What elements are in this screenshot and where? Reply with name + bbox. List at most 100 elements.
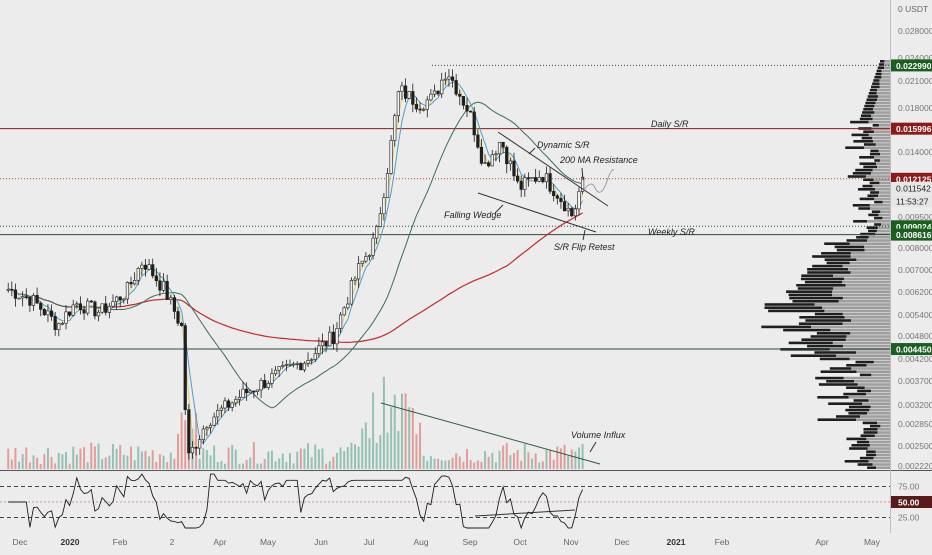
y-tick-label: 0.004200 xyxy=(898,354,932,364)
volume-bar xyxy=(285,461,288,469)
volume-profile-bar xyxy=(783,328,831,332)
candle-body xyxy=(497,141,502,155)
volume-profile-bar xyxy=(869,408,890,412)
projection-path xyxy=(583,169,615,193)
volume-bar xyxy=(260,463,263,469)
volume-profile-bar xyxy=(874,159,880,162)
candle-body xyxy=(255,389,260,392)
volume-bar xyxy=(195,413,198,469)
candle-body xyxy=(313,353,317,360)
price-badge xyxy=(891,122,932,135)
volume-bar xyxy=(263,459,266,469)
candle-body xyxy=(140,264,144,269)
volume-profile-bar xyxy=(868,229,877,233)
volume-bar xyxy=(46,448,49,469)
volume-profile-bar xyxy=(868,236,890,239)
volume-profile-bar xyxy=(879,85,890,89)
candle-body xyxy=(443,78,447,81)
candle-body xyxy=(494,153,498,156)
volume-profile-bar xyxy=(842,264,890,268)
rsi-indicator xyxy=(0,473,890,530)
candle-body xyxy=(324,341,328,347)
candle-body xyxy=(317,345,321,354)
volume-profile-bar xyxy=(855,168,873,172)
ma-short-line xyxy=(8,81,584,445)
volume-profile-bar xyxy=(868,133,890,137)
candle-body xyxy=(505,146,509,165)
candle-body xyxy=(248,390,252,394)
volume-bar xyxy=(115,448,118,469)
candle-body xyxy=(555,195,559,199)
y-tick-label: 0.009500 xyxy=(898,212,932,222)
volume-bar xyxy=(209,455,212,469)
volume-profile-bar xyxy=(881,76,890,79)
y-tick-label: 0.008000 xyxy=(898,243,932,253)
volume-bar xyxy=(205,450,208,469)
volume-bar xyxy=(28,462,31,469)
volume-profile-bar xyxy=(845,408,870,412)
candle-body xyxy=(208,424,213,428)
candle-body xyxy=(226,400,231,408)
volume-profile-bar xyxy=(799,316,845,319)
volume-profile-bar xyxy=(801,274,834,277)
volume-bar xyxy=(382,376,385,469)
x-tick-label: Jun xyxy=(314,537,328,547)
candle-body xyxy=(570,208,574,217)
volume-profile-bar xyxy=(869,181,880,185)
candle-body xyxy=(458,93,462,97)
dynamic-sr-label: Dynamic S/R xyxy=(537,140,590,150)
volume-bar xyxy=(350,442,353,469)
volume-bar xyxy=(408,407,411,469)
volume-profile-bar xyxy=(817,418,857,421)
volume-bar xyxy=(570,449,573,469)
candle-body xyxy=(302,362,307,371)
candle-body xyxy=(577,191,581,210)
candle-body xyxy=(68,311,72,316)
x-axis: Dec 2020 Feb 2 Apr May Jun Jul Aug Sep Oct Nov Dec 20… xyxy=(0,533,932,550)
candle-body xyxy=(158,280,162,291)
volume-profile-bar xyxy=(873,360,890,364)
volume-profile-bar xyxy=(882,216,890,220)
volume-bar xyxy=(288,453,291,469)
candle-body xyxy=(342,307,346,316)
candle-body xyxy=(469,110,473,113)
volume-profile-bar xyxy=(820,370,857,373)
volume-profile-bar xyxy=(824,242,850,245)
volume-bar xyxy=(466,448,469,469)
volume-profile-bar xyxy=(856,258,890,261)
volume-bar xyxy=(104,457,107,469)
candle-body xyxy=(100,303,104,313)
volume-bar xyxy=(177,433,179,469)
volume-profile xyxy=(761,60,890,469)
volume-profile-bar xyxy=(865,175,890,178)
volume-profile-bar xyxy=(875,72,882,76)
volume-profile-bar xyxy=(880,152,890,156)
candle-body xyxy=(461,96,465,106)
y-tick-label: 0.018000 xyxy=(898,103,932,113)
price-badge-label: 0.015996 xyxy=(896,124,932,134)
volume-profile-bar xyxy=(807,268,849,271)
volume-bar xyxy=(476,460,479,469)
candle-body xyxy=(523,177,527,190)
candle-body xyxy=(237,397,242,400)
volume-bar xyxy=(296,451,299,469)
volume-profile-bar xyxy=(863,146,890,149)
volume-profile-bar xyxy=(856,236,869,239)
volume-profile-bar xyxy=(874,197,890,201)
volume-profile-bar xyxy=(868,213,879,217)
volume-profile-bar xyxy=(851,367,890,370)
candle-body xyxy=(28,296,32,306)
volume-bar xyxy=(433,458,436,469)
volume-profile-bar xyxy=(846,437,867,441)
volume-profile-bar xyxy=(866,226,878,229)
volume-bar xyxy=(184,420,187,469)
volume-profile-bar xyxy=(850,271,890,274)
candle-body xyxy=(223,400,227,409)
volume-bar xyxy=(220,461,223,469)
x-tick-label: May xyxy=(864,537,881,547)
y-tick-label: 0.006200 xyxy=(898,287,932,297)
volume-bar xyxy=(332,456,335,469)
candle-body xyxy=(60,322,64,325)
volume-profile-bar xyxy=(788,341,833,345)
